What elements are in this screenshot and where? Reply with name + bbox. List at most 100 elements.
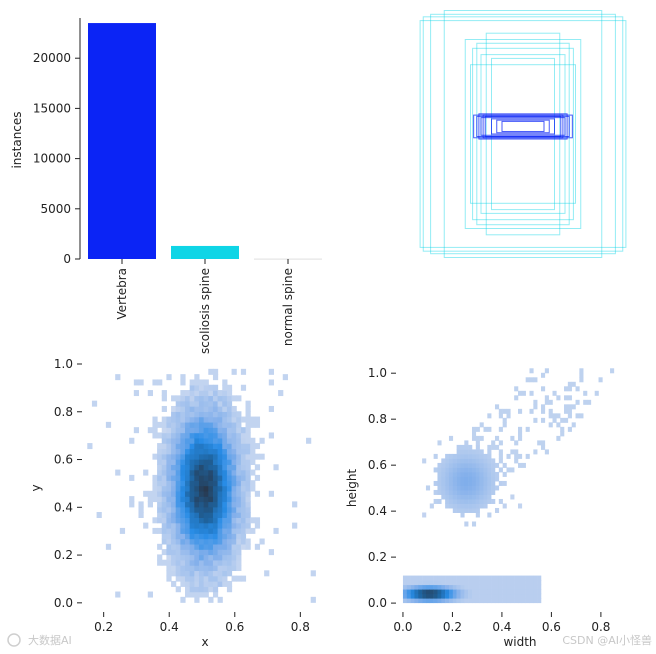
density-cell [152,527,158,534]
density-cell [437,476,442,482]
density-cell [479,480,484,486]
density-cell [194,575,200,582]
density-cell [185,490,191,497]
density-cell [236,421,242,428]
density-cell [171,421,177,428]
density-cell [425,584,431,590]
density-cell [452,580,457,586]
density-cell [91,400,98,407]
density-cell [208,427,214,434]
density-cell [452,593,457,599]
density-cell [250,458,256,465]
density-cell [175,474,181,481]
density-cell [212,400,219,407]
density-cell [180,596,186,603]
density-cell [166,527,172,534]
density-cell [166,374,172,381]
density-cell [479,462,484,468]
density-cell [556,413,561,419]
density-cell [460,453,465,459]
density-cell [208,527,214,534]
density-cell [212,565,219,572]
density-cell [433,598,438,604]
density-cell [236,474,242,481]
density-cell [452,598,457,604]
density-cell [479,598,484,604]
density-cell [212,501,219,508]
density-cell [310,570,316,577]
density-cell [161,474,167,481]
density-cell [198,443,205,450]
density-cell [157,517,163,524]
density-cell [502,471,507,477]
density-cell [506,589,511,595]
density-cell [448,580,454,586]
density-cell [533,580,538,586]
watermark-left-text: 大数据AI [28,633,72,647]
density-cell [259,437,265,444]
density-cell [180,533,186,540]
density-cell [521,598,526,604]
density-cell [502,598,507,604]
density-cell [240,485,247,492]
density-cell [212,575,219,582]
density-cell [222,575,228,582]
density-cell [189,575,195,582]
density-cell [175,565,181,572]
density-cell [529,598,534,604]
density-cell [198,575,205,582]
density-cell [208,586,214,593]
density-cell [226,400,233,407]
density-cell [250,416,256,423]
density-cell [506,408,511,414]
density-cell [441,467,446,473]
density-cell [185,458,191,465]
density-cell [475,494,480,500]
density-cell [208,506,214,513]
density-cell [180,480,186,487]
density-cell [471,498,477,504]
box-20 [512,123,534,129]
density-cell [194,591,200,598]
density-cell [175,421,181,428]
density-cell [208,448,214,455]
density-cell [502,593,507,599]
density-cell [189,432,195,439]
density-cell [217,554,223,561]
density-cell [236,453,242,460]
density-cell [152,432,158,439]
density-cell [494,575,500,581]
density-cell [138,501,144,508]
x-tick-label: 0.0 [393,620,412,634]
density-cell [212,421,219,428]
density-cell [180,559,186,566]
density-cell [471,521,477,527]
x-tick-label: 0.6 [542,620,561,634]
density-cell [471,503,477,509]
density-cell [494,476,500,482]
box-18 [496,119,550,134]
density-cell [479,485,484,491]
density-cell [537,598,542,604]
density-cell [198,400,205,407]
density-cell [529,584,534,590]
density-cell [208,538,214,545]
box-13 [478,113,568,140]
density-cell [212,549,219,556]
density-cell [231,480,237,487]
density-cell [226,522,233,529]
density-cell [189,437,195,444]
density-cell [506,598,511,604]
density-cell [460,471,465,477]
density-cell [152,453,158,460]
density-cell [491,467,496,473]
density-cell [254,416,261,423]
density-cell [194,443,200,450]
density-cell [171,480,177,487]
density-cell [479,593,484,599]
density-cell [445,575,450,581]
density-cell [240,469,247,476]
density-cell [494,471,500,477]
density-cell [236,575,242,582]
density-cell [483,503,488,509]
